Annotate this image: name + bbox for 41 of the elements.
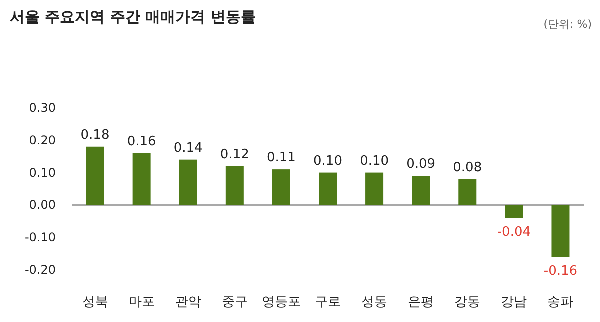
- y-tick-label: -0.20: [24, 263, 56, 277]
- bar: [226, 166, 244, 206]
- y-tick-label: 0.20: [29, 133, 56, 148]
- y-tick-label: 0.00: [29, 198, 56, 212]
- data-label: 0.10: [360, 154, 390, 169]
- chart-title: 서울 주요지역 주간 매매가격 변동률: [10, 8, 256, 26]
- bar: [132, 153, 151, 206]
- x-tick-label: 성북: [82, 295, 108, 310]
- data-label: 0.11: [266, 150, 296, 166]
- bar: [458, 179, 477, 206]
- x-tick-label: 중구: [222, 295, 248, 310]
- data-label: -0.04: [497, 225, 531, 240]
- bar: [505, 205, 524, 218]
- bar: [272, 170, 290, 206]
- data-label: 0.10: [314, 154, 342, 169]
- x-tick-label: 은평: [408, 295, 434, 310]
- y-tick-label: 0.10: [29, 166, 56, 180]
- y-tick-label: 0.30: [29, 101, 56, 115]
- bar: [86, 146, 104, 206]
- data-label: 0.08: [453, 160, 482, 176]
- data-label: 0.14: [174, 140, 203, 156]
- x-tick-label: 강동: [454, 295, 481, 310]
- x-tick-label: 구로: [315, 295, 341, 310]
- x-tick-label: 송파: [548, 295, 574, 310]
- bar: [412, 176, 430, 206]
- x-tick-label: 관악: [175, 295, 202, 310]
- bar: [366, 172, 384, 206]
- text: (단위: %): [544, 18, 592, 31]
- x-tick-label: 영등포: [262, 295, 301, 310]
- data-label: 0.09: [406, 157, 436, 172]
- bar: [552, 205, 570, 258]
- y-tick-label: -0.10: [24, 230, 56, 245]
- data-label: 0.16: [127, 134, 156, 150]
- x-tick-label: 마포: [128, 295, 155, 310]
- data-label: -0.16: [544, 264, 578, 280]
- x-tick-label: 강남: [501, 295, 528, 310]
- data-label: 0.12: [220, 147, 250, 162]
- data-label: 0.18: [80, 128, 110, 143]
- bar: [179, 160, 198, 206]
- bar: [319, 172, 337, 206]
- x-tick-label: 성동: [362, 295, 388, 310]
